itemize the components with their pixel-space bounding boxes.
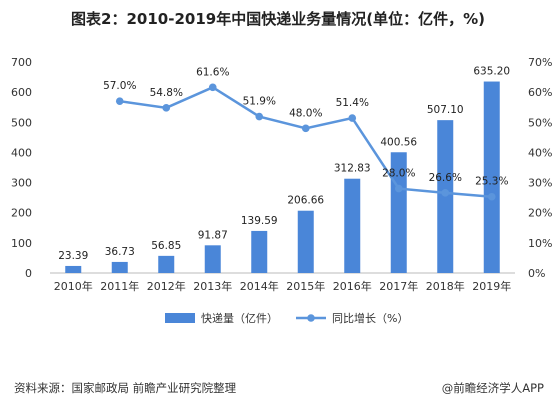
growth-point (487, 192, 496, 201)
growth-point (394, 184, 403, 193)
bar-value-label: 23.39 (58, 250, 88, 262)
bar-value-label: 206.66 (287, 195, 324, 207)
legend: 快递量（亿件） 同比增长（%） (165, 311, 408, 325)
bar (111, 261, 128, 273)
left-tick-label: 300 (11, 177, 32, 190)
growth-points (115, 83, 496, 201)
growth-point (162, 104, 171, 112)
growth-point (115, 97, 124, 105)
legend-line-label: 同比增长（%） (332, 311, 408, 325)
category-label: 2018年 (426, 279, 465, 293)
right-tick-label: 60% (528, 86, 552, 99)
growth-point (348, 114, 357, 122)
bar (251, 230, 268, 273)
category-label: 2014年 (240, 279, 279, 293)
category-label: 2012年 (147, 279, 186, 293)
bar (483, 81, 500, 274)
source-note: 资料来源：国家邮政局 前瞻产业研究院整理 (14, 381, 237, 395)
growth-value-label: 51.4% (336, 97, 369, 109)
bar (344, 178, 361, 273)
category-label: 2013年 (193, 279, 232, 293)
bar-value-label: 139.59 (241, 215, 278, 227)
bar-value-label: 36.73 (105, 246, 135, 258)
left-tick-label: 500 (11, 116, 32, 129)
growth-value-label: 51.9% (243, 96, 276, 108)
right-tick-label: 50% (528, 116, 552, 129)
left-axis-ticks: 0 100 200 300 400 500 600 700 (11, 56, 32, 280)
growth-value-label: 28.0% (382, 168, 415, 180)
bar-data-labels: 23.39 36.73 56.85 91.87 139.59 206.66 312.83 40… (58, 66, 510, 262)
right-tick-label: 20% (528, 207, 552, 220)
credit-note: @前瞻经济学人APP (441, 381, 544, 395)
growth-value-label: 54.8% (150, 87, 183, 99)
category-label: 2015年 (286, 279, 325, 293)
legend-bar-label: 快递量（亿件） (201, 311, 278, 325)
left-tick-label: 600 (11, 86, 32, 99)
legend-bar-swatch (165, 313, 195, 323)
right-tick-label: 30% (528, 177, 552, 190)
category-label: 2019年 (472, 279, 511, 293)
left-tick-label: 400 (11, 146, 32, 159)
bar-value-label: 400.56 (380, 136, 417, 148)
growth-value-label: 26.6% (429, 172, 462, 184)
right-tick-label: 40% (528, 146, 552, 159)
bar (65, 265, 82, 273)
category-label: 2010年 (54, 279, 93, 293)
bar (204, 245, 221, 273)
category-labels: 2010年 2011年 2012年 2013年 2014年 2015年 2016年 2017年… (54, 279, 512, 293)
bar-value-label: 91.87 (198, 229, 228, 241)
growth-data-labels: 57.0% 54.8% 61.6% 51.9% 48.0% 51.4% 28.0% 26.6%… (103, 66, 508, 187)
bar-value-label: 635.20 (473, 66, 510, 78)
bar (297, 210, 314, 273)
right-tick-label: 10% (528, 237, 552, 250)
category-label: 2011年 (100, 279, 139, 293)
left-tick-label: 700 (11, 56, 32, 69)
growth-point (255, 112, 264, 121)
growth-value-label: 61.6% (196, 66, 229, 78)
right-tick-label: 0% (528, 267, 545, 280)
growth-point (208, 83, 217, 92)
left-tick-label: 200 (11, 207, 32, 220)
category-label: 2017年 (379, 279, 418, 293)
bar-value-label: 312.83 (334, 163, 371, 175)
category-label: 2016年 (333, 279, 372, 293)
chart-title: 图表2：2010-2019年中国快递业务量情况(单位：亿件，%) (71, 10, 485, 28)
left-tick-label: 100 (11, 237, 32, 250)
growth-point (301, 124, 310, 133)
growth-value-label: 57.0% (103, 80, 136, 92)
bar-value-label: 56.85 (151, 240, 181, 252)
bar-value-label: 507.10 (427, 104, 464, 116)
growth-point (441, 189, 450, 197)
right-tick-label: 70% (528, 56, 552, 69)
left-tick-label: 0 (25, 267, 32, 280)
right-axis-ticks: 0% 10% 20% 30% 40% 50% 60% 70% (528, 56, 552, 280)
growth-value-label: 48.0% (289, 107, 322, 119)
bar (158, 255, 175, 273)
growth-value-label: 25.3% (475, 176, 508, 188)
legend-line-dot (307, 314, 315, 322)
